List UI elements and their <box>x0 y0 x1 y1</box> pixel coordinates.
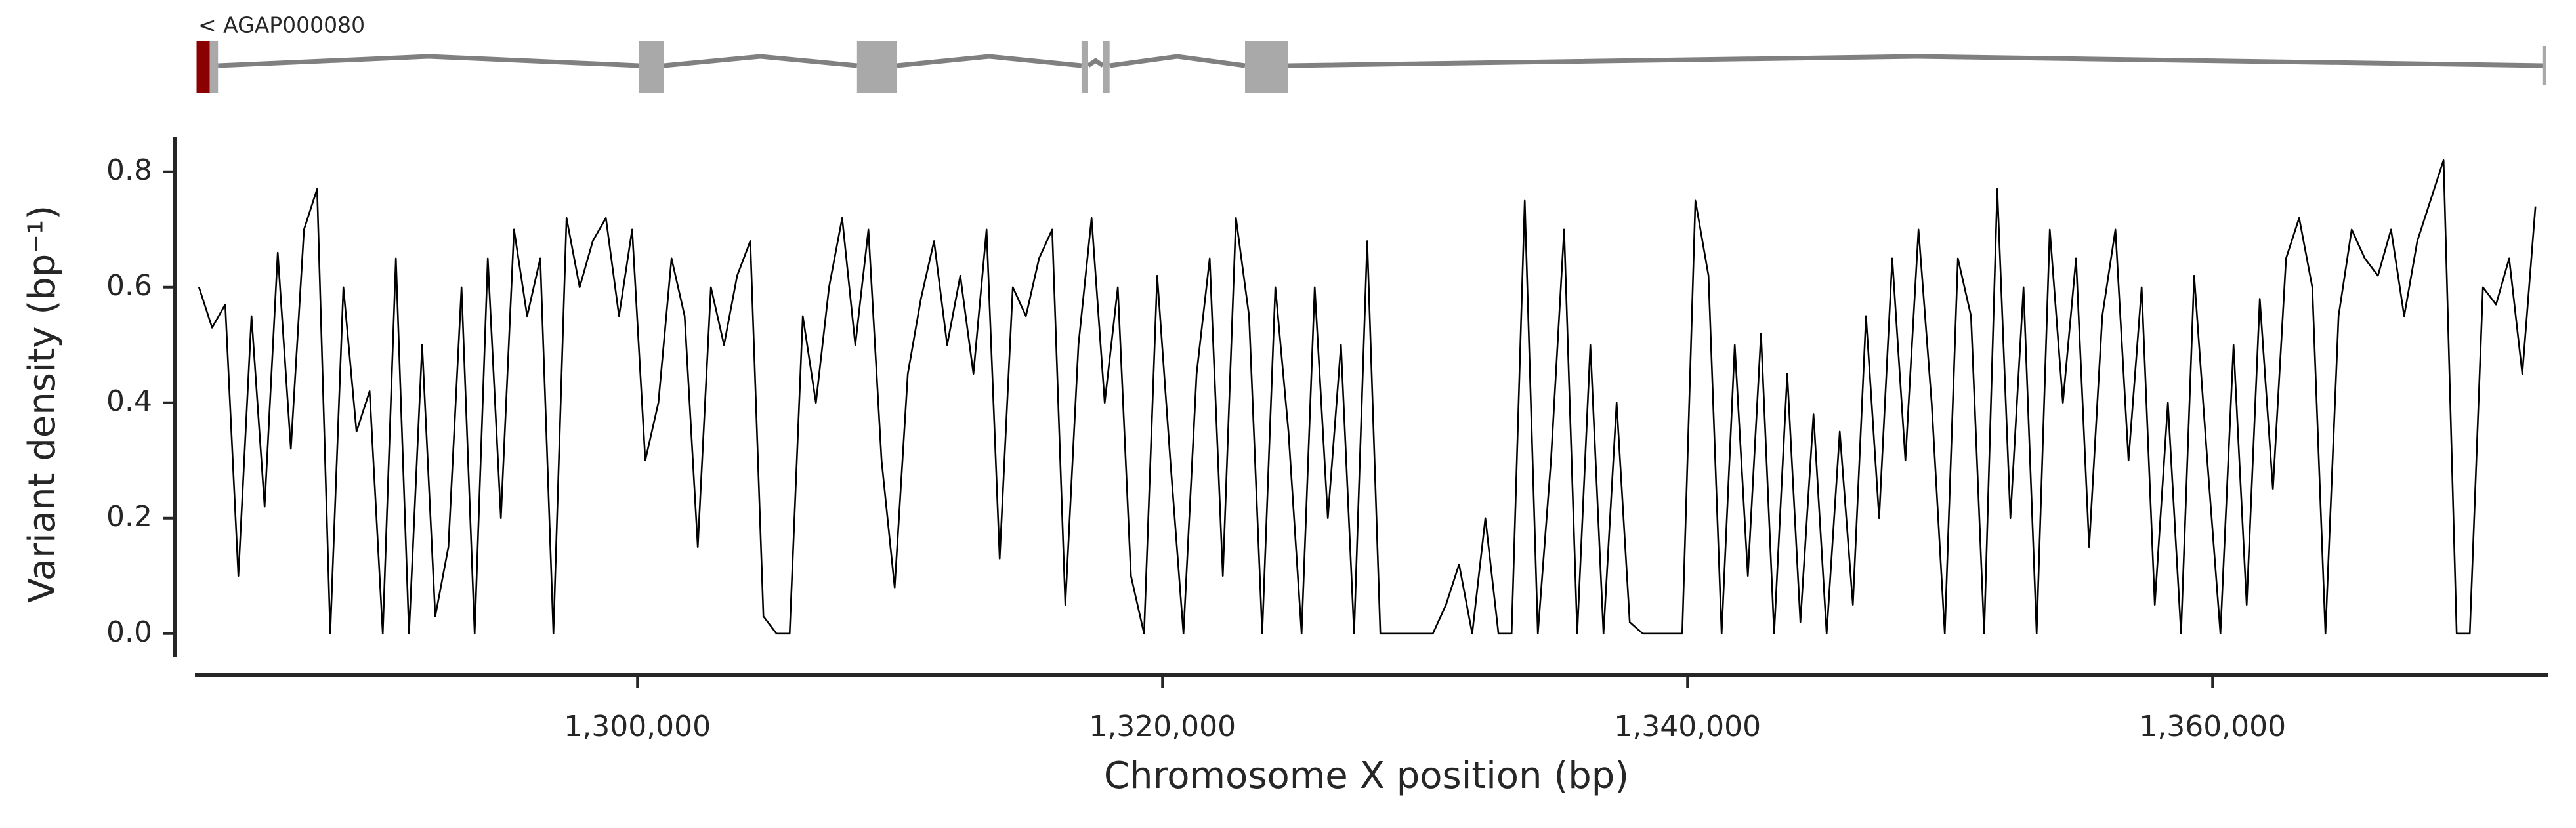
x-tick-label: 1,320,000 <box>1089 710 1236 743</box>
x-axis-label: Chromosome X position (bp) <box>1104 755 1629 797</box>
exon <box>1081 41 1088 93</box>
exon <box>856 41 897 93</box>
y-tick-label: 0.4 <box>106 384 152 418</box>
exon <box>209 41 219 93</box>
intron <box>1087 58 1105 68</box>
x-tick-label: 1,340,000 <box>1614 710 1761 743</box>
y-tick-label: 0.6 <box>106 269 152 302</box>
y-tick-label: 0.2 <box>106 500 152 533</box>
y-axis-label: Variant density (bp⁻¹) <box>21 205 64 603</box>
exon <box>1103 41 1110 93</box>
intron <box>218 54 639 68</box>
exon <box>1245 41 1288 93</box>
intron <box>896 54 1082 68</box>
y-tick-label: 0.0 <box>106 615 152 649</box>
intron <box>664 54 858 68</box>
x-tick-label: 1,360,000 <box>2139 710 2286 743</box>
gene-label: < AGAP000080 <box>198 12 365 38</box>
intron <box>1109 54 1246 68</box>
density-line <box>198 159 2537 635</box>
y-tick-label: 0.8 <box>106 154 152 187</box>
x-tick-label: 1,300,000 <box>564 710 711 743</box>
utr <box>196 41 210 93</box>
intron <box>1288 54 2544 68</box>
exon <box>639 41 664 93</box>
